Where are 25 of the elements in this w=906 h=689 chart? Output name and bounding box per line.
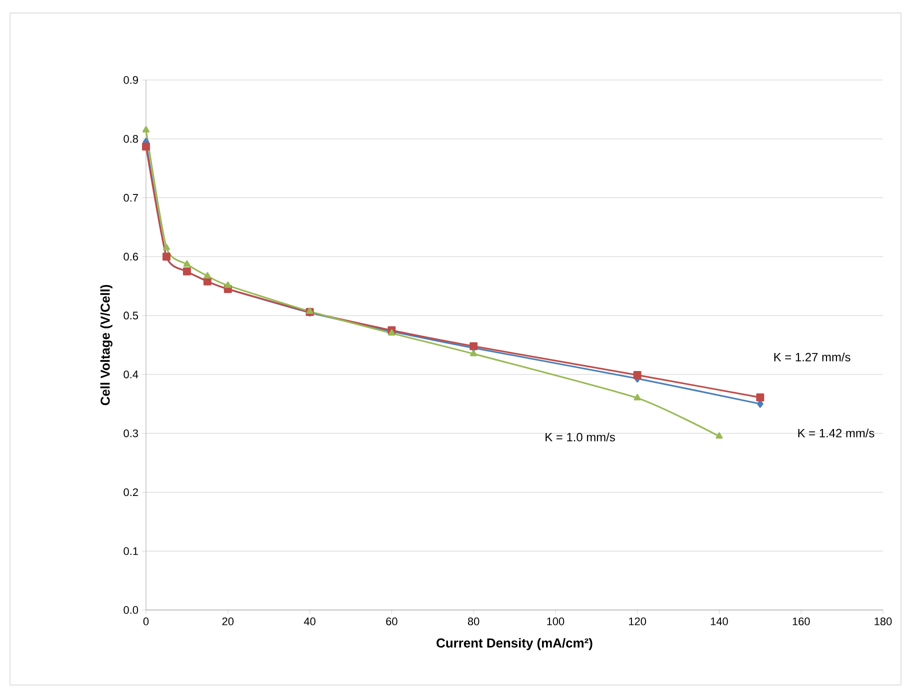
y-tick-label: 0.9 [124,76,138,84]
x-tick-label: 100 [547,618,564,626]
y-tick-label: 0.6 [124,252,138,261]
x-tick-label: 140 [710,618,728,626]
y-tick-label: 0.7 [124,194,138,202]
x-tick-label: 20 [222,618,234,626]
x-tick-label: 40 [304,618,316,626]
y-tick-label: 0.1 [124,547,138,555]
x-tick-label: 160 [792,618,810,626]
y-axis-title: Cell Voltage (V/Cell) [100,284,112,406]
y-tick-label: 0.8 [124,135,138,143]
x-axis-title: Current Density (mA/cm²) [436,638,592,650]
annotation: K = 1.27 mm/s [774,352,850,362]
x-tick-label: 180 [874,618,892,626]
annotation: K = 1.0 mm/s [546,432,615,442]
x-tick-label: 120 [629,618,646,626]
y-tick-label: 0.0 [124,606,138,614]
annotation: K = 1.42 mm/s [798,428,874,438]
y-tick-label: 0.2 [124,488,138,496]
x-tick-label: 80 [468,618,480,626]
x-tick-label: 0 [143,618,149,626]
y-tick-label: 0.5 [124,312,138,320]
y-tick-label: 0.3 [124,429,138,438]
y-tick-label: 0.4 [124,370,138,378]
x-tick-label: 60 [386,618,398,626]
